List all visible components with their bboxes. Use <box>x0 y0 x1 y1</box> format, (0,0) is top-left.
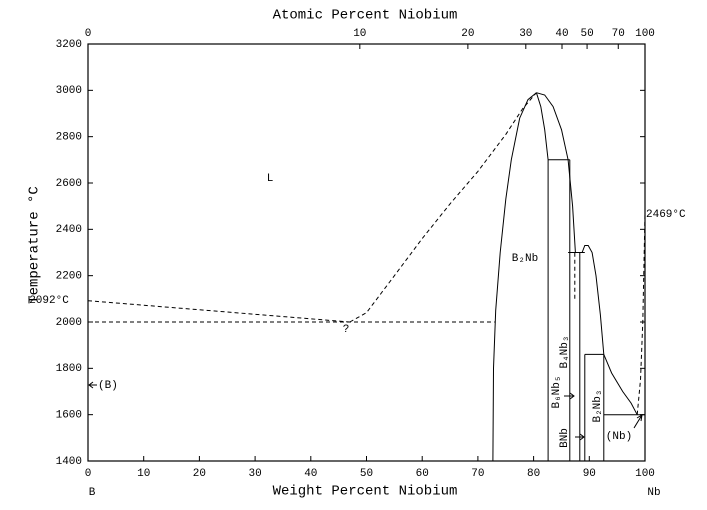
x-tick-label: 80 <box>527 468 540 480</box>
arrow <box>88 381 97 389</box>
x-tick-label: 40 <box>304 468 317 480</box>
annotation: B₂Nb₃ <box>592 389 604 422</box>
y-tick-label: 1600 <box>56 410 82 422</box>
top-tick-label: 0 <box>85 28 92 40</box>
top-tick-label: 40 <box>555 28 568 40</box>
x-tick-label: 0 <box>85 468 92 480</box>
phase-boundary <box>492 92 537 462</box>
annotation: L <box>267 173 274 185</box>
annotation: ? <box>343 324 350 336</box>
x-tick-label: 20 <box>193 468 206 480</box>
x-tick-label: 50 <box>360 468 373 480</box>
y-tick-label: 2200 <box>56 271 82 283</box>
phase-boundary <box>581 245 638 415</box>
x-tick-label: 30 <box>248 468 261 480</box>
phase-boundary <box>535 92 549 160</box>
y-tick-label: 2000 <box>56 317 82 329</box>
top-tick-label: 20 <box>461 28 474 40</box>
y-axis-title: Temperature °C <box>27 186 43 304</box>
annotation: (B) <box>98 380 118 392</box>
phase-boundary <box>349 92 537 323</box>
y-tick-label: 2400 <box>56 224 82 236</box>
y-tick-label: 2600 <box>56 178 82 190</box>
top-tick-label: 10 <box>353 28 366 40</box>
annotation: B₄Nb₃ <box>559 335 571 368</box>
arrow <box>564 392 575 400</box>
x-tick-label: 60 <box>416 468 429 480</box>
x-tick-label: 90 <box>583 468 596 480</box>
phase-boundary <box>636 213 646 415</box>
y-tick-label: 1800 <box>56 363 82 375</box>
x-axis-title: Weight Percent Niobium <box>273 484 458 500</box>
top-tick-label: 100 <box>635 28 655 40</box>
top-tick-label: 70 <box>612 28 625 40</box>
annotation: B₆Nb₅ <box>551 375 563 408</box>
annotation: 2092°C <box>29 295 69 307</box>
x-tick-label: 10 <box>137 468 150 480</box>
y-tick-label: 3200 <box>56 39 82 51</box>
phase-boundary <box>536 92 576 253</box>
top-tick-label: 50 <box>580 28 593 40</box>
annotation: (Nb) <box>606 431 632 443</box>
annotation: BNb <box>559 428 571 448</box>
top-tick-label: 30 <box>519 28 532 40</box>
annotation: B₂Nb <box>512 253 538 265</box>
annotation: 2469°C <box>646 209 686 221</box>
x-tick-label: 70 <box>471 468 484 480</box>
y-tick-label: 1400 <box>56 456 82 468</box>
x-tick-label: 100 <box>635 468 655 480</box>
y-tick-label: 2800 <box>56 132 82 144</box>
top-axis-title: Atomic Percent Niobium <box>273 8 458 24</box>
y-tick-label: 3000 <box>56 85 82 97</box>
phase-boundary <box>87 300 350 323</box>
component-label: B <box>89 487 96 499</box>
component-label: Nb <box>647 487 660 499</box>
arrow <box>633 414 643 429</box>
